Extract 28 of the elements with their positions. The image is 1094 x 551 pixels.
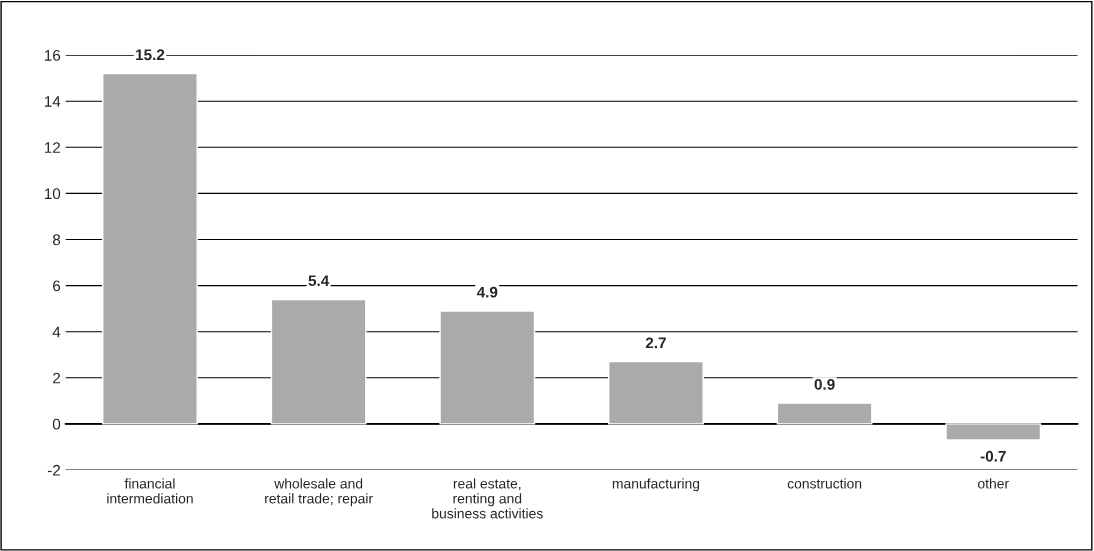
y-tick-label: -2 [47, 464, 61, 476]
y-tick-label: 16 [44, 49, 61, 61]
y-tick-label: 14 [44, 96, 61, 107]
data-label: 0.9 [814, 378, 835, 390]
x-tick-label: construction [787, 478, 862, 489]
y-tick-label: 10 [44, 188, 61, 200]
y-tick-label: 0 [52, 418, 61, 430]
bar [776, 402, 873, 425]
data-label: 4.9 [476, 286, 498, 298]
data-label: -0.7 [980, 450, 1006, 462]
y-tick-label: 12 [44, 142, 61, 153]
x-tick-label: financial intermediation [107, 478, 193, 504]
x-tick-label: manufacturing [612, 478, 700, 492]
bar [270, 298, 367, 425]
x-tick-label: other [978, 478, 1009, 489]
bar [102, 72, 198, 425]
y-tick-label: 6 [53, 280, 61, 292]
y-tick-label: 8 [52, 234, 61, 246]
bar [439, 310, 536, 425]
x-tick-label: real estate, renting and business activities [432, 478, 543, 519]
y-tick-label: 4 [52, 326, 61, 338]
data-label: 2.7 [645, 337, 666, 349]
y-tick-label: 2 [53, 372, 61, 384]
data-label: 5.4 [308, 275, 330, 287]
data-label: 15.2 [136, 49, 165, 61]
x-tick-label: wholesale and retail trade; repair [265, 478, 373, 507]
bar [608, 360, 704, 425]
bar [945, 423, 1042, 441]
